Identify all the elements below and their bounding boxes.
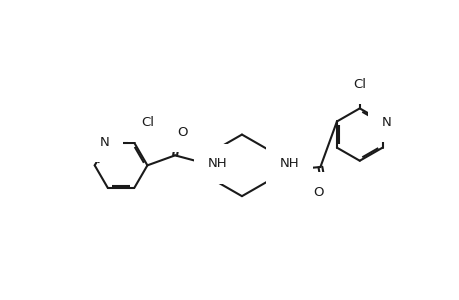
Text: NH: NH — [279, 158, 299, 170]
Text: Cl: Cl — [141, 116, 154, 128]
Text: N: N — [381, 116, 391, 129]
Text: NH: NH — [207, 158, 227, 170]
Text: O: O — [177, 126, 188, 139]
Text: Cl: Cl — [353, 78, 365, 91]
Text: O: O — [313, 186, 323, 199]
Text: N: N — [100, 136, 109, 149]
